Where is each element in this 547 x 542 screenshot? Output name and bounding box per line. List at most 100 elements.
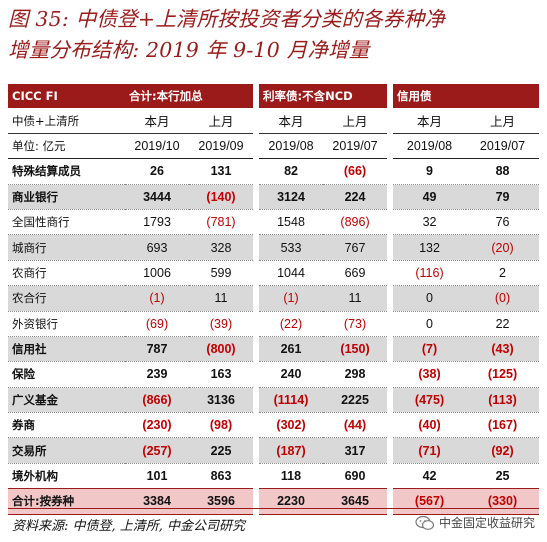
value-cell: 118 [259, 463, 324, 490]
period-cell: 2019/08 [259, 133, 324, 160]
value-cell: (567) [393, 488, 467, 515]
group-header-credit: 信用债 [393, 84, 540, 109]
value-cell: (98) [189, 412, 254, 439]
value-cell: 76 [466, 209, 540, 236]
value-cell: (116) [393, 260, 467, 287]
value-cell: (39) [189, 311, 254, 337]
period-cell: 2019/07 [323, 133, 388, 160]
value-cell: (71) [393, 437, 467, 464]
value-cell: 787 [125, 336, 189, 363]
value-cell: (113) [466, 387, 540, 414]
title-line-2: 增量分布结构: 2019 年 9-10 月净增量 [8, 38, 370, 62]
value-cell: (22) [259, 311, 324, 337]
value-cell: 2 [466, 260, 540, 287]
value-cell: (20) [466, 234, 540, 261]
value-cell: (69) [125, 311, 189, 337]
value-cell: 0 [393, 311, 467, 337]
value-cell: 863 [189, 463, 254, 490]
value-cell: 22 [466, 311, 540, 337]
value-cell: 42 [393, 463, 467, 490]
period-cell: 2019/07 [466, 133, 540, 160]
value-cell: 3124 [259, 184, 324, 210]
row-label: 特殊结算成员 [8, 158, 125, 185]
value-cell: (800) [189, 336, 254, 363]
value-cell: (43) [466, 336, 540, 363]
value-cell: (0) [466, 285, 540, 312]
value-cell: 2230 [259, 488, 324, 515]
value-cell: 11 [323, 285, 388, 312]
table-row: 商业银行 3444 (140) 3124 224 49 79 [8, 184, 540, 210]
value-cell: 1548 [259, 209, 324, 236]
period-cell: 2019/10 [125, 133, 189, 160]
value-cell: 1044 [259, 260, 324, 287]
table-row: 合计:按券种 3384 3596 2230 3645 (567) (330) [8, 488, 540, 515]
value-cell: (896) [323, 209, 388, 236]
sub-header-row: 中债+上清所 本月 上月 本月 上月 本月 上月 [8, 108, 540, 134]
title-line-1: 图 35: 中债登+上清所按投资者分类的各券种净 [8, 7, 446, 31]
value-cell: 693 [125, 234, 189, 261]
row-label: 农合行 [8, 285, 125, 312]
value-cell: (302) [259, 412, 324, 439]
value-cell: (150) [323, 336, 388, 363]
data-table: CICC FI 合计:本行加总 利率债:不含NCD 信用债 中债+上清所 本月 … [8, 84, 540, 515]
value-cell: 3384 [125, 488, 189, 515]
value-cell: 131 [189, 158, 254, 185]
table-row: 境外机构 101 863 118 690 42 25 [8, 463, 540, 490]
value-cell: (73) [323, 311, 388, 337]
value-cell: 79 [466, 184, 540, 210]
value-cell: 3136 [189, 387, 254, 414]
group-header-row: CICC FI 合计:本行加总 利率债:不含NCD 信用债 [8, 84, 540, 109]
table-row: 交易所 (257) 225 (187) 317 (71) (92) [8, 437, 540, 464]
period-cell: 2019/08 [393, 133, 467, 160]
sub-header-cell: 上月 [323, 108, 388, 134]
value-cell: 3645 [323, 488, 388, 515]
value-cell: 298 [323, 361, 388, 388]
value-cell: 261 [259, 336, 324, 363]
footer: 资料来源: 中债登, 上清所, 中金公司研究 中金固定收益研究 [8, 508, 539, 537]
figure-title: 图 35: 中债登+上清所按投资者分类的各券种净 增量分布结构: 2019 年 … [8, 4, 543, 66]
value-cell: 2225 [323, 387, 388, 414]
value-cell: 11 [189, 285, 254, 312]
value-cell: (7) [393, 336, 467, 363]
table-row: 信用社 787 (800) 261 (150) (7) (43) [8, 336, 540, 363]
sub-header-label: 中债+上清所 [8, 108, 125, 134]
value-cell: (140) [189, 184, 254, 210]
value-cell: 533 [259, 234, 324, 261]
value-cell: 328 [189, 234, 254, 261]
value-cell: 767 [323, 234, 388, 261]
value-cell: 9 [393, 158, 467, 185]
value-cell: 3444 [125, 184, 189, 210]
value-cell: 690 [323, 463, 388, 490]
value-cell: (230) [125, 412, 189, 439]
value-cell: 0 [393, 285, 467, 312]
row-label: 商业银行 [8, 184, 125, 210]
value-cell: 224 [323, 184, 388, 210]
brand: 中金固定收益研究 [415, 514, 535, 531]
table-row: 券商 (230) (98) (302) (44) (40) (167) [8, 412, 540, 439]
value-cell: (66) [323, 158, 388, 185]
value-cell: 25 [466, 463, 540, 490]
sub-header-cell: 本月 [125, 108, 189, 134]
sub-header-cell: 本月 [393, 108, 467, 134]
row-label: 外资银行 [8, 311, 125, 337]
value-cell: (187) [259, 437, 324, 464]
value-cell: 132 [393, 234, 467, 261]
value-cell: 669 [323, 260, 388, 287]
value-cell: (1114) [259, 387, 324, 414]
table-row: 外资银行 (69) (39) (22) (73) 0 22 [8, 311, 540, 337]
brand-name: 中金固定收益研究 [438, 516, 535, 530]
value-cell: 239 [125, 361, 189, 388]
value-cell: (167) [466, 412, 540, 439]
value-cell: (1) [125, 285, 189, 312]
units-row: 单位: 亿元 2019/10 2019/09 2019/08 2019/07 2… [8, 133, 540, 160]
sub-header-cell: 上月 [466, 108, 540, 134]
value-cell: (330) [466, 488, 540, 515]
value-cell: 101 [125, 463, 189, 490]
row-label: 合计:按券种 [8, 488, 125, 515]
value-cell: 163 [189, 361, 254, 388]
value-cell: (1) [259, 285, 324, 312]
corner-header: CICC FI [8, 84, 125, 109]
value-cell: 1006 [125, 260, 189, 287]
value-cell: (781) [189, 209, 254, 236]
value-cell: 88 [466, 158, 540, 185]
